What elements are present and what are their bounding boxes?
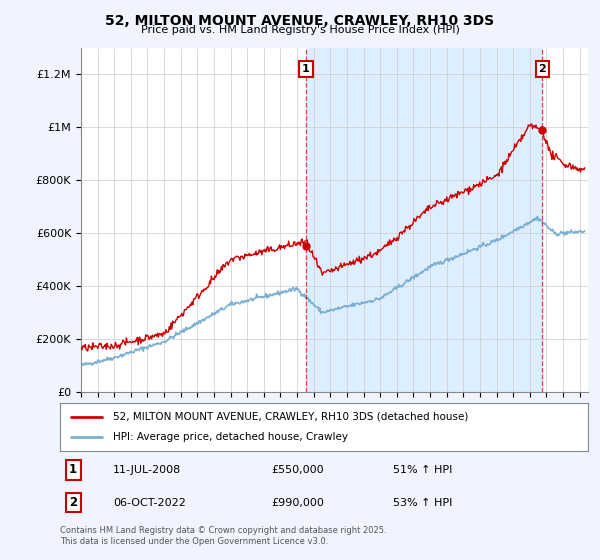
- Bar: [306, 48, 542, 392]
- Text: HPI: Average price, detached house, Crawley: HPI: Average price, detached house, Craw…: [113, 432, 348, 442]
- Text: 2: 2: [69, 496, 77, 509]
- Text: £990,000: £990,000: [271, 498, 324, 507]
- Text: 52, MILTON MOUNT AVENUE, CRAWLEY, RH10 3DS: 52, MILTON MOUNT AVENUE, CRAWLEY, RH10 3…: [106, 14, 494, 28]
- Text: 53% ↑ HPI: 53% ↑ HPI: [392, 498, 452, 507]
- Text: Price paid vs. HM Land Registry's House Price Index (HPI): Price paid vs. HM Land Registry's House …: [140, 25, 460, 35]
- Text: 1: 1: [69, 463, 77, 476]
- Text: 06-OCT-2022: 06-OCT-2022: [113, 498, 185, 507]
- Text: 51% ↑ HPI: 51% ↑ HPI: [392, 465, 452, 475]
- Text: 1: 1: [302, 64, 310, 74]
- Text: 2: 2: [539, 64, 547, 74]
- Text: 11-JUL-2008: 11-JUL-2008: [113, 465, 181, 475]
- Text: 52, MILTON MOUNT AVENUE, CRAWLEY, RH10 3DS (detached house): 52, MILTON MOUNT AVENUE, CRAWLEY, RH10 3…: [113, 412, 468, 422]
- Text: Contains HM Land Registry data © Crown copyright and database right 2025.
This d: Contains HM Land Registry data © Crown c…: [60, 526, 386, 546]
- Text: £550,000: £550,000: [271, 465, 324, 475]
